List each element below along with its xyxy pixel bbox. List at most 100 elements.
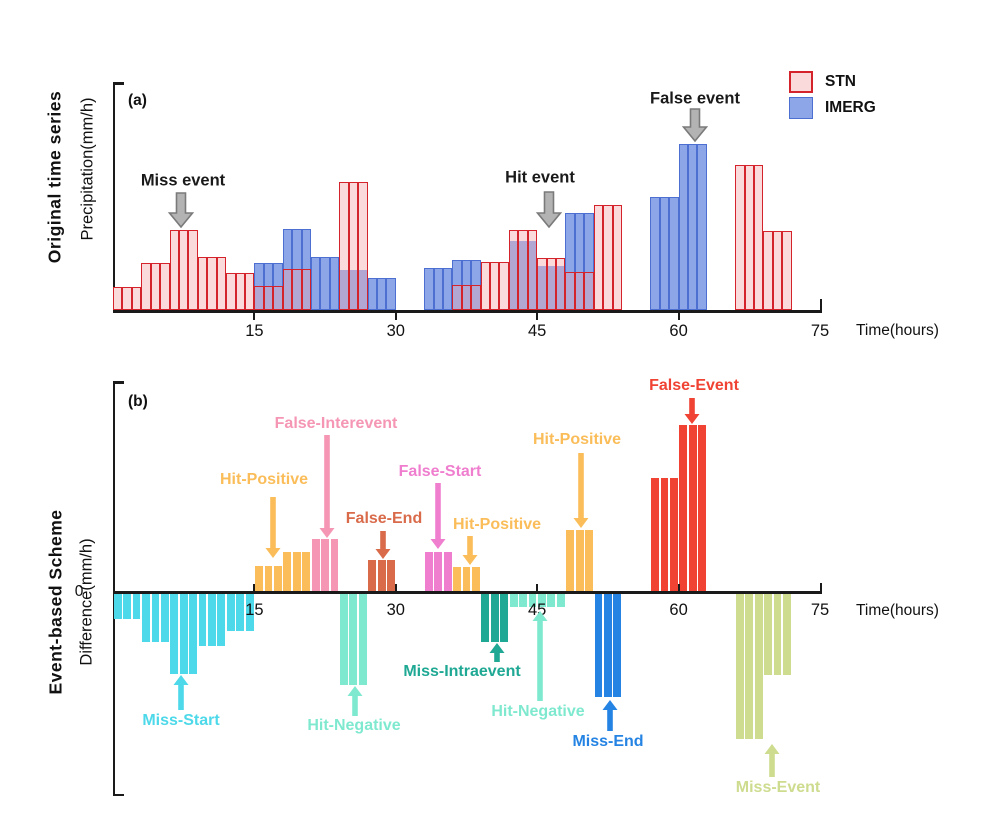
diff-bar-miss-start <box>160 593 169 642</box>
stn-bar <box>150 263 161 310</box>
diff-bar-false-start <box>424 551 433 591</box>
stn-imerg-overlap <box>547 266 556 309</box>
stn-bar <box>584 272 594 310</box>
panel-a-ylabel-units: Precipitation(mm/h) <box>78 97 97 241</box>
diff-bar-false-interevent <box>311 538 320 591</box>
diff-bar-miss-start <box>179 593 188 674</box>
stn-imerg-overlap <box>274 287 282 309</box>
stn-bar <box>292 269 302 310</box>
stn-bar <box>339 182 349 310</box>
diff-bar-hit-positive <box>283 551 292 591</box>
stn-bar <box>131 287 142 310</box>
panel-a-x-axis <box>112 309 822 313</box>
legend: STN IMERG <box>789 69 876 121</box>
diff-bar-false-event <box>651 477 659 591</box>
stn-bar <box>574 272 585 310</box>
panel-b-ylabel-main: Event-based Scheme <box>45 509 66 695</box>
stn-imerg-overlap <box>538 266 546 309</box>
legend-label-imerg: IMERG <box>825 99 876 116</box>
stn-bar <box>254 286 264 310</box>
stn-bar <box>188 230 198 310</box>
diff-bar-false-event <box>679 424 688 591</box>
diff-bar-false-end <box>368 559 377 591</box>
panel-a-xlabel: Time(hours) <box>856 322 939 339</box>
diff-bar-hit-negative <box>538 593 546 607</box>
diff-bar-hit-positive <box>566 529 575 591</box>
stn-imerg-overlap <box>349 270 358 309</box>
stn-bar <box>772 231 783 310</box>
stn-bar <box>113 287 123 310</box>
imerg-bar <box>329 257 340 310</box>
legend-swatch-stn <box>789 71 813 93</box>
stn-imerg-overlap <box>575 273 584 309</box>
legend-row-stn: STN <box>789 69 876 95</box>
panel-a-x-axis-end-serif <box>819 299 822 311</box>
diff-bar-false-event <box>669 477 678 591</box>
stn-imerg-overlap <box>302 270 310 309</box>
diff-bar-miss-start <box>123 593 132 619</box>
diff-bar-false-event <box>698 424 707 591</box>
stn-bar <box>518 230 528 310</box>
diff-bar-miss-event <box>764 593 773 675</box>
stn-bar <box>508 230 519 310</box>
stn-bar <box>122 287 132 310</box>
stn-bar <box>537 258 547 310</box>
panel-b-zero-label: 0 <box>74 583 84 600</box>
diff-bar-miss-start <box>226 593 235 631</box>
stn-imerg-overlap <box>585 273 593 309</box>
diff-bar-miss-start <box>132 593 141 619</box>
panel-b-zero-line <box>112 590 822 594</box>
diff-bar-hit-positive <box>302 551 311 591</box>
diff-bar-false-start <box>443 551 452 591</box>
diff-bar-miss-event <box>773 593 782 675</box>
panel-b-y-axis-top-serif <box>112 381 124 384</box>
imerg-bar <box>367 278 377 310</box>
stn-bar <box>216 257 227 310</box>
stn-imerg-overlap <box>509 241 518 309</box>
panel-a-tag: (a) <box>128 92 147 109</box>
imerg-bar <box>442 268 453 310</box>
diff-bar-false-event <box>660 477 669 591</box>
imerg-bar <box>386 278 396 310</box>
imerg-bar <box>697 144 707 310</box>
stn-bar <box>263 286 274 310</box>
stn-bar <box>744 165 754 310</box>
stn-bar <box>735 165 745 310</box>
diff-bar-false-end <box>377 559 386 591</box>
diff-bar-miss-start <box>217 593 226 646</box>
stn-imerg-overlap <box>472 286 480 309</box>
stn-bar <box>452 285 462 310</box>
diff-bar-hit-positive <box>274 565 282 591</box>
imerg-bar <box>650 197 660 310</box>
diff-bar-miss-start <box>208 593 216 646</box>
panel-b-tag: (b) <box>128 393 148 410</box>
diff-bar-hit-negative <box>509 593 518 607</box>
stn-bar <box>301 269 311 310</box>
stn-bar <box>480 262 491 310</box>
diff-bar-miss-start <box>189 593 198 674</box>
stn-bar <box>565 272 575 310</box>
stn-bar <box>490 262 500 310</box>
stn-bar <box>160 263 170 310</box>
stn-bar <box>556 258 566 310</box>
imerg-bar <box>433 268 443 310</box>
diff-bar-hit-positive <box>585 529 593 591</box>
stn-bar <box>244 273 255 310</box>
stn-bar <box>226 273 236 310</box>
stn-bar <box>282 269 293 310</box>
diff-bar-miss-event <box>745 593 754 739</box>
panel-b-xlabel: Time(hours) <box>856 602 939 619</box>
diff-bar-false-interevent <box>330 538 339 591</box>
diff-bar-hit-negative <box>528 593 537 607</box>
imerg-bar <box>310 257 321 310</box>
diff-bar-miss-event <box>735 593 744 739</box>
stn-bar <box>178 230 189 310</box>
diff-bar-hit-positive <box>472 566 480 591</box>
diff-bar-hit-negative <box>547 593 556 607</box>
diff-bar-miss-start <box>198 593 207 646</box>
stn-imerg-overlap <box>519 241 527 309</box>
stn-imerg-overlap <box>255 287 263 309</box>
diff-bar-miss-end <box>603 593 612 697</box>
diff-bar-hit-positive <box>462 566 471 591</box>
stn-bar <box>782 231 792 310</box>
